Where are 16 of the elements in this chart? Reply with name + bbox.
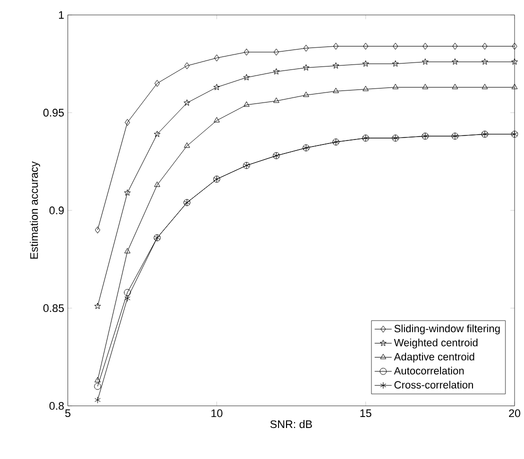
x-tick-label: 10	[211, 410, 222, 418]
y-tick-label: 0.95	[43, 108, 64, 117]
x-tick-label: 20	[509, 410, 520, 418]
y-tick-label: 0.8	[49, 402, 64, 410]
y-tick-label: 0.85	[43, 304, 64, 312]
y-tick-label: 0.9	[49, 206, 64, 214]
x-axis-title: SNR: dB	[270, 420, 312, 428]
legend-label: Sliding-window filtering	[394, 324, 500, 334]
x-tick-label: 15	[360, 410, 372, 418]
legend-label: Cross-correlation	[394, 381, 473, 389]
legend-label: Autocorrelation	[394, 366, 464, 375]
y-tick-label: 1	[59, 11, 64, 19]
legend-label: Weighted centroid	[394, 338, 478, 349]
legend-label: Adaptive centroid	[394, 352, 474, 363]
x-tick-label: 5	[65, 410, 70, 418]
y-axis-title: Estimation accuracy	[30, 162, 40, 259]
